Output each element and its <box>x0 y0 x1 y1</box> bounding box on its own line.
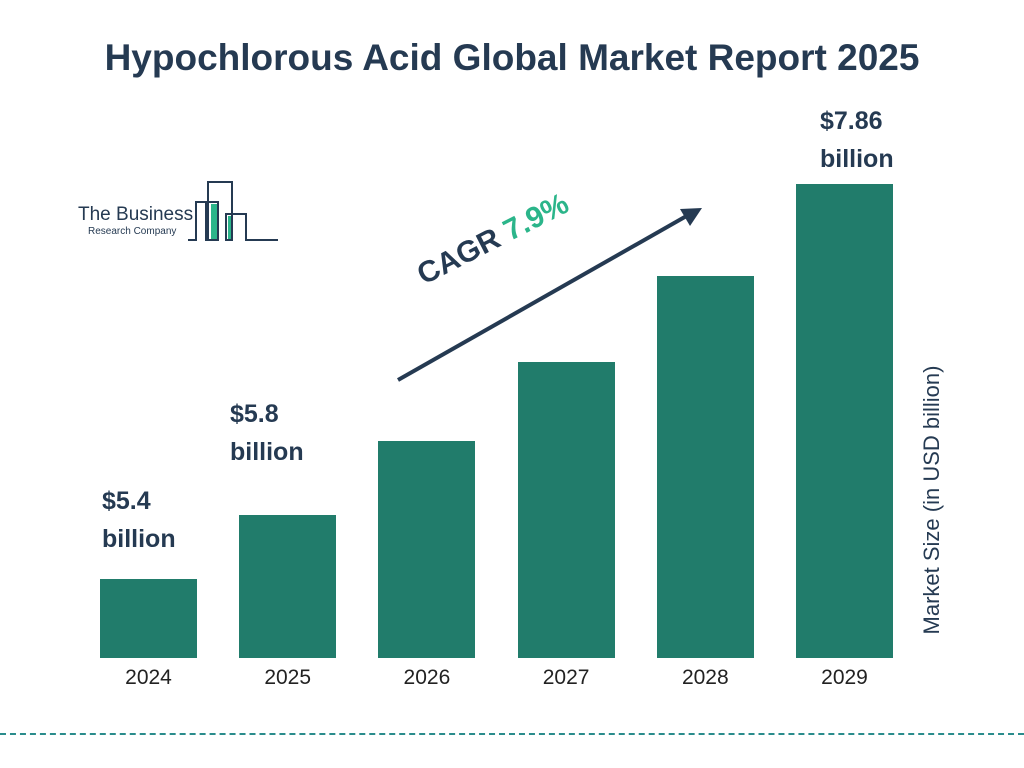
x-tick-label: 2029 <box>821 666 868 689</box>
chart-title: Hypochlorous Acid Global Market Report 2… <box>104 37 920 78</box>
data-label-2024: $5.4 billion <box>102 487 176 553</box>
x-tick-label: 2026 <box>403 666 451 689</box>
bar-2026 <box>378 441 476 658</box>
data-label-2029: $7.86 billion <box>820 107 894 173</box>
bar-2024 <box>100 579 197 658</box>
x-tick-label: 2028 <box>681 666 729 689</box>
x-tick-label: 2025 <box>264 666 312 689</box>
bar-2025 <box>239 515 337 658</box>
x-tick-label: 2024 <box>125 666 172 689</box>
data-label-2025: $5.8 billion <box>230 400 304 466</box>
footer-divider <box>0 733 1024 735</box>
logo-buildings-icon <box>188 181 278 241</box>
bar-2029 <box>796 184 893 658</box>
logo-line1: The Business <box>78 204 194 225</box>
logo-line2: Research Company <box>88 226 177 237</box>
cagr-annotation: CAGR 7.9% <box>412 187 575 292</box>
bar-2028 <box>656 275 754 658</box>
y-axis-label: Market Size (in USD billion) <box>919 365 944 635</box>
logo: The Business Research Company <box>78 180 288 245</box>
bar-2027 <box>517 362 615 658</box>
x-tick-label: 2027 <box>542 666 590 689</box>
